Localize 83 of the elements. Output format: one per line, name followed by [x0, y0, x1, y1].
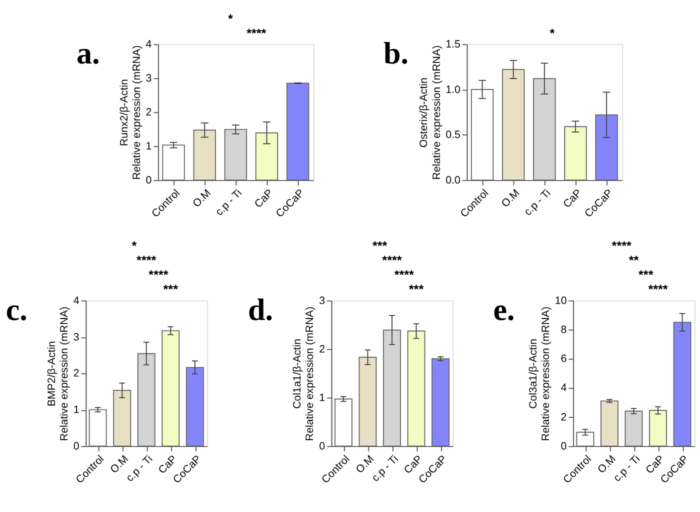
text: ****: [612, 238, 632, 253]
chart-title: c.: [6, 292, 28, 327]
chart-title: a.: [76, 36, 100, 71]
y-tick-label: 0: [560, 440, 567, 452]
x-tick-label: O.M: [596, 453, 618, 476]
bar: [255, 132, 278, 181]
x-tick-label: CaP: [561, 187, 584, 210]
bar: [595, 114, 618, 181]
text: *: [228, 12, 234, 26]
text: ****: [148, 268, 168, 282]
y-tick-label: 6: [560, 353, 567, 366]
bar: [383, 330, 401, 447]
y-axis-title: Col1a1/β-Actin Relative expression (mRNA): [292, 306, 316, 441]
y-tick-label: 0: [73, 440, 80, 452]
y-tick-label: 8: [560, 324, 567, 336]
bar: [224, 128, 248, 181]
bar: [564, 126, 587, 181]
chart-title: b.: [383, 36, 408, 71]
text: ***: [372, 238, 388, 253]
bar: [137, 353, 156, 447]
y-tick-label: 10: [554, 294, 567, 307]
bar: [502, 69, 525, 181]
bar: [649, 410, 667, 447]
y-axis-title: Osterix/β-Actin Relative expression (mRNA): [418, 45, 443, 180]
text: ****: [648, 282, 668, 297]
y-tick-label: 2: [319, 343, 326, 356]
chart-title: d.: [248, 292, 274, 327]
bar: [286, 82, 310, 181]
x-tick-label: O.M: [190, 187, 214, 210]
y-axis-title: Col3a1/β-Actin Relative expression (mRNA): [527, 306, 552, 441]
text: ****: [394, 268, 414, 282]
bar: [470, 88, 494, 181]
text: *: [550, 26, 555, 40]
y-tick-label: 4: [73, 294, 80, 307]
bar: [193, 130, 216, 181]
y-tick-label: 3: [319, 294, 326, 307]
bar: [533, 78, 556, 181]
bar: [407, 330, 426, 447]
text: ****: [382, 254, 402, 268]
bar: [334, 398, 352, 447]
bar: [432, 358, 450, 447]
bar: [358, 356, 377, 447]
bar: [88, 409, 107, 447]
y-tick-label: 1: [146, 140, 152, 152]
chart-title: e.: [493, 292, 515, 327]
y-tick-label: 2: [146, 106, 152, 119]
y-tick-label: 2: [73, 368, 80, 380]
y-tick-label: 2: [560, 411, 567, 424]
y-tick-label: 1.0: [446, 84, 460, 96]
y-tick-label: 3: [146, 72, 152, 85]
y-tick-label: 4: [560, 382, 567, 394]
y-tick-label: 0: [146, 174, 152, 186]
text: ***: [163, 282, 178, 297]
bar: [576, 432, 594, 447]
text: **: [628, 254, 639, 268]
y-tick-label: 1.5: [446, 38, 460, 51]
x-tick-label: O.M: [354, 453, 377, 476]
bar: [624, 410, 643, 447]
y-tick-label: 0: [319, 440, 326, 452]
x-tick-label: CaP: [252, 187, 276, 210]
y-tick-label: 4: [146, 38, 152, 51]
y-axis-title: BMP2/β-Actin Relative expression (mRNA): [46, 306, 71, 441]
y-axis-title: Runx2/β-Actin Relative expression (mRNA): [118, 45, 143, 180]
bar: [673, 322, 692, 447]
y-tick-label: 1: [319, 392, 326, 404]
text: ***: [638, 268, 654, 282]
text: *: [132, 238, 137, 253]
y-tick-label: 0.0: [446, 174, 460, 186]
bar: [162, 144, 185, 181]
x-tick-label: O.M: [499, 187, 522, 210]
y-tick-label: 0.5: [446, 129, 460, 142]
y-tick-label: 1: [73, 404, 80, 416]
text: ***: [408, 282, 424, 297]
x-tick-label: c.p - Ti: [522, 187, 554, 218]
bar: [600, 400, 618, 447]
y-tick-label: 3: [73, 331, 80, 344]
x-tick-label: c.p - Ti: [213, 187, 244, 218]
bar: [186, 366, 204, 447]
bar: [162, 330, 180, 447]
text: ****: [136, 254, 156, 268]
bar: [113, 390, 132, 447]
x-tick-label: O.M: [108, 453, 131, 476]
text: ****: [246, 26, 266, 40]
